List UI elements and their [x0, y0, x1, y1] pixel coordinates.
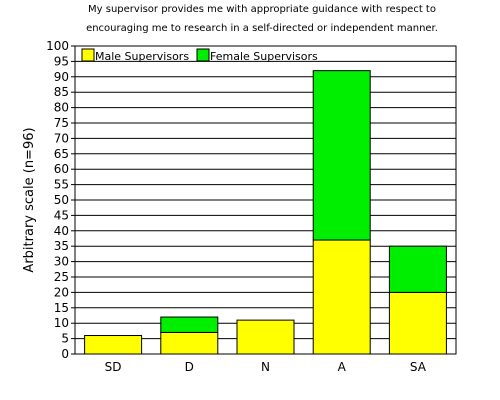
- x-tick-label: SA: [410, 360, 427, 374]
- x-tick-labels: SD D N A SA: [105, 360, 427, 374]
- y-axis-label: Arbitrary scale (n=96): [22, 127, 37, 272]
- y-tick-label: 50: [54, 193, 69, 207]
- bar-segment-male-a: [312, 239, 371, 355]
- bar-segment-female-d: [160, 316, 219, 333]
- legend-label: Male Supervisors: [95, 50, 189, 63]
- y-tick-label: 45: [54, 208, 69, 222]
- y-tick-label: 95: [54, 54, 69, 68]
- y-tick-label: 10: [54, 316, 69, 330]
- y-tick-label: 0: [61, 347, 69, 361]
- y-tick-label: 55: [54, 178, 69, 192]
- x-tick-label: SD: [105, 360, 122, 374]
- y-tick-label: 15: [54, 301, 69, 315]
- bar-segment-male-sa: [388, 291, 447, 355]
- y-tick-label: 75: [54, 116, 69, 130]
- legend-swatch: [196, 48, 210, 62]
- y-tick-label: 80: [54, 101, 69, 115]
- bar-segment-male-d: [160, 331, 219, 355]
- y-tick-label: 25: [54, 270, 69, 284]
- legend-label: Female Supervisors: [210, 50, 318, 63]
- bars: [84, 70, 447, 355]
- x-tick-label: D: [185, 360, 194, 374]
- legend: Male Supervisors Female Supervisors: [81, 48, 318, 63]
- y-tick-label: 40: [54, 224, 69, 238]
- y-tick-label: 85: [54, 85, 69, 99]
- y-tick-label: 90: [54, 70, 69, 84]
- chart-title-line-1: My supervisor provides me with appropria…: [88, 4, 436, 15]
- bar-segment-male-sd: [84, 335, 143, 355]
- y-tick-label: 5: [61, 332, 69, 346]
- y-tick-label: 100: [46, 39, 69, 53]
- bar-segment-male-n: [236, 319, 295, 355]
- x-tick-label: N: [261, 360, 270, 374]
- y-tick-label: 60: [54, 162, 69, 176]
- x-tick-label: A: [338, 360, 347, 374]
- gridlines: [75, 45, 456, 340]
- bar-segment-female-a: [312, 70, 371, 241]
- y-tick-label: 20: [54, 285, 69, 299]
- y-tick-label: 35: [54, 239, 69, 253]
- legend-swatch: [81, 48, 95, 62]
- y-tick-label: 30: [54, 255, 69, 269]
- y-tick-label: 70: [54, 131, 69, 145]
- chart-title-line-2: encouraging me to research in a self-dir…: [86, 23, 438, 34]
- y-tick-label: 65: [54, 147, 69, 161]
- bar-segment-female-sa: [388, 245, 447, 293]
